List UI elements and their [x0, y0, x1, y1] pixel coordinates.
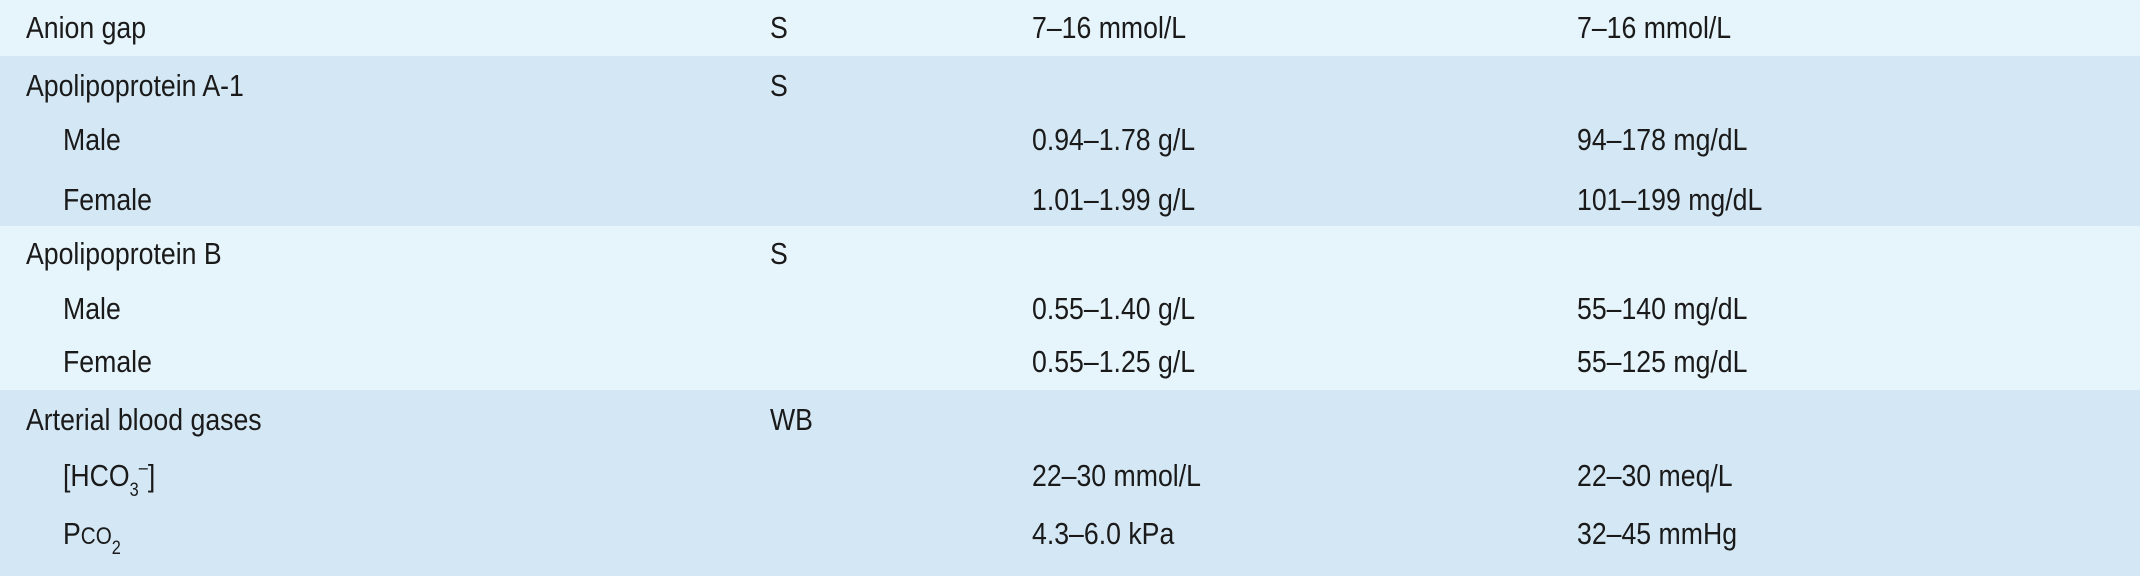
si-units-value: 0.94–1.78 g/L: [1032, 122, 1196, 157]
analyte-name: Arterial blood gases: [26, 402, 262, 437]
analyte-name: Anion gap: [26, 10, 147, 45]
formula-part: ]: [147, 458, 156, 493]
si-units-value: 7–16 mmol/L: [1032, 10, 1187, 45]
conventional-units-value: 101–199 mg/dL: [1577, 182, 1763, 217]
table-row: Male 0.55–1.40 g/L 55–140 mg/dL: [0, 283, 2140, 335]
analyte-name: Apolipoprotein A-1: [26, 68, 244, 103]
si-units-value: 1.01–1.99 g/L: [1032, 182, 1196, 217]
conventional-units-value: 7–16 mmol/L: [1577, 10, 1732, 45]
si-units-value: 0.55–1.40 g/L: [1032, 291, 1196, 326]
conventional-units-value: 32–45 mmHg: [1577, 516, 1738, 551]
formula-superscript: –: [138, 458, 148, 479]
specimen: S: [770, 236, 788, 271]
formula-subscript: 2: [111, 538, 121, 559]
analyte-subname: Male: [63, 122, 121, 157]
analyte-subname: Male: [63, 291, 121, 326]
specimen: S: [770, 68, 788, 103]
table-row: Apolipoprotein A-1 S: [0, 60, 2140, 112]
formula-subscript: 3: [129, 480, 139, 501]
specimen: WB: [770, 402, 813, 437]
formula-part: P: [63, 516, 81, 551]
table-row: Female 1.01–1.99 g/L 101–199 mg/dL: [0, 174, 2140, 226]
table-row: Arterial blood gases WB: [0, 394, 2140, 446]
table-row: Anion gap S 7–16 mmol/L 7–16 mmol/L: [0, 2, 2140, 54]
si-units-value: 0.55–1.25 g/L: [1032, 344, 1196, 379]
formula-part: [HCO: [63, 458, 130, 493]
group-anion-gap: Anion gap S 7–16 mmol/L 7–16 mmol/L: [0, 0, 2140, 56]
table-row: PCO2 4.3–6.0 kPa 32–45 mmHg: [0, 508, 2140, 560]
table-row: Apolipoprotein B S: [0, 228, 2140, 280]
conventional-units-value: 55–125 mg/dL: [1577, 344, 1748, 379]
analyte-subname-pco2: PCO2: [63, 508, 121, 560]
table-row: Male 0.94–1.78 g/L 94–178 mg/dL: [0, 114, 2140, 166]
group-apolipoprotein-b: Apolipoprotein B S Male 0.55–1.40 g/L 55…: [0, 226, 2140, 390]
formula-small: CO: [80, 523, 112, 550]
table-row: [HCO3–] 22–30 mmol/L 22–30 meq/L: [0, 450, 2140, 502]
analyte-subname-bicarbonate: [HCO3–]: [63, 450, 155, 502]
analyte-name: Apolipoprotein B: [26, 236, 222, 271]
analyte-subname: Female: [63, 182, 152, 217]
si-units-value: 22–30 mmol/L: [1032, 458, 1201, 493]
group-arterial-blood-gases: Arterial blood gases WB [HCO3–] 22–30 mm…: [0, 390, 2140, 576]
table-row: Female 0.55–1.25 g/L 55–125 mg/dL: [0, 336, 2140, 388]
group-apolipoprotein-a1: Apolipoprotein A-1 S Male 0.94–1.78 g/L …: [0, 56, 2140, 226]
specimen: S: [770, 10, 788, 45]
conventional-units-value: 22–30 meq/L: [1577, 458, 1733, 493]
conventional-units-value: 55–140 mg/dL: [1577, 291, 1748, 326]
si-units-value: 4.3–6.0 kPa: [1032, 516, 1175, 551]
analyte-subname: Female: [63, 344, 152, 379]
conventional-units-value: 94–178 mg/dL: [1577, 122, 1748, 157]
